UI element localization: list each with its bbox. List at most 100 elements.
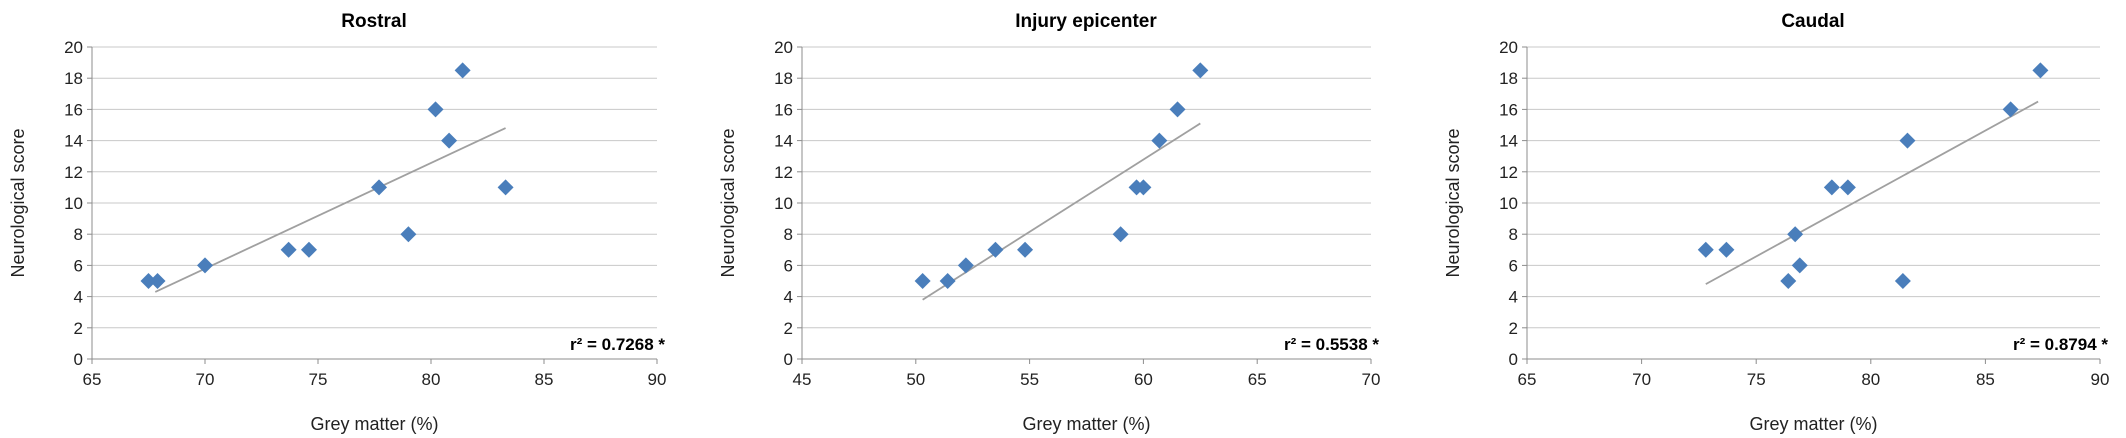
y-tick-label: 6 [74,256,83,275]
y-tick-label: 8 [784,225,793,244]
data-point [441,132,458,149]
x-tick-label: 80 [1861,370,1880,389]
y-tick-label: 10 [64,194,83,213]
x-axis-label: Grey matter (%) [1749,414,1877,434]
y-tick-label: 12 [1499,163,1518,182]
y-tick-label: 2 [1509,319,1518,338]
data-point [1151,132,1168,149]
y-tick-label: 16 [64,100,83,119]
data-point [149,273,166,289]
x-tick-label: 45 [793,370,812,389]
y-tick-label: 14 [64,132,83,151]
chart-title: Rostral [341,11,406,32]
y-tick-label: 8 [1509,225,1518,244]
data-point [1894,273,1911,289]
data-point [1135,179,1152,196]
trendline [1705,100,2039,285]
data-point [300,241,317,258]
data-point [2032,62,2049,79]
data-point [371,179,388,196]
data-point [1718,241,1735,258]
y-tick-label: 0 [1509,350,1518,369]
data-point [1192,62,1209,79]
y-axis-label: Neurological score [8,128,28,277]
x-tick-label: 80 [422,370,441,389]
y-tick-label: 16 [774,100,793,119]
x-tick-label: 70 [1632,370,1651,389]
data-point [939,273,956,289]
x-tick-label: 65 [1248,370,1267,389]
data-point [1899,132,1916,149]
y-tick-label: 12 [774,163,793,182]
r-squared-annotation: r² = 0.7268 * [570,335,665,354]
y-axis-label: Neurological score [1443,128,1463,277]
y-tick-label: 20 [1499,38,1518,57]
data-point [280,241,297,258]
y-axis-label: Neurological score [718,128,738,277]
y-tick-label: 6 [1509,256,1518,275]
data-point [1169,101,1186,118]
y-tick-label: 12 [64,163,83,182]
data-point [1787,226,1804,243]
data-point [197,257,213,274]
data-point [400,226,417,243]
x-tick-label: 75 [1747,370,1766,389]
x-tick-label: 70 [1362,370,1381,389]
data-point [914,273,931,289]
data-point [140,273,157,289]
x-tick-label: 70 [196,370,215,389]
chart-title: Caudal [1781,11,1844,32]
x-axis-label: Grey matter (%) [1022,414,1150,434]
data-point [2002,101,2019,118]
y-tick-label: 10 [774,194,793,213]
x-tick-label: 90 [648,370,667,389]
chart-panel-3: Caudal 0 2 4 6 8 10 12 14 16 18 20 65 70 75 80 85 90 Grey … [1443,11,2109,434]
y-tick-label: 4 [74,288,83,307]
data-point [1823,179,1840,196]
x-tick-label: 50 [906,370,925,389]
x-tick-label: 85 [1976,370,1995,389]
y-tick-label: 10 [1499,194,1518,213]
y-tick-label: 0 [784,350,793,369]
data-point [427,101,444,118]
y-tick-label: 8 [74,225,83,244]
x-tick-label: 60 [1134,370,1153,389]
x-tick-label: 65 [83,370,102,389]
trendline [922,122,1201,301]
data-point [1839,179,1856,196]
data-point [1017,241,1034,258]
y-tick-label: 18 [64,69,83,88]
trendline [154,127,506,293]
y-tick-label: 2 [784,319,793,338]
r-squared-annotation: r² = 0.8794 * [2013,335,2108,354]
x-tick-label: 55 [1020,370,1039,389]
x-tick-label: 75 [309,370,328,389]
x-tick-label: 65 [1518,370,1537,389]
chart-title: Injury epicenter [1015,11,1157,32]
data-point [987,241,1004,258]
y-tick-label: 20 [64,38,83,57]
x-axis-label: Grey matter (%) [310,414,438,434]
y-tick-label: 18 [774,69,793,88]
y-tick-label: 4 [784,288,793,307]
x-tick-label: 90 [2091,370,2110,389]
data-point [1697,241,1714,258]
x-tick-label: 85 [535,370,554,389]
y-tick-label: 18 [1499,69,1518,88]
data-point [1780,273,1797,289]
y-tick-label: 4 [1509,288,1518,307]
chart-panel-2: Injury epicenter 0 2 4 6 8 10 12 14 16 18 20 45 50 55 6… [718,11,1380,434]
chart-panel-1: Rostral 0 2 4 6 8 10 12 14 16 18 20 65 70 75 80 85 90 Grey… [8,11,666,434]
y-tick-label: 16 [1499,100,1518,119]
data-point [454,62,471,79]
y-tick-label: 6 [784,256,793,275]
y-tick-label: 2 [74,319,83,338]
y-tick-label: 20 [774,38,793,57]
y-tick-label: 14 [774,132,793,151]
r-squared-annotation: r² = 0.5538 * [1284,335,1379,354]
data-point [1112,226,1129,243]
data-point [497,179,514,196]
data-point [957,257,974,274]
